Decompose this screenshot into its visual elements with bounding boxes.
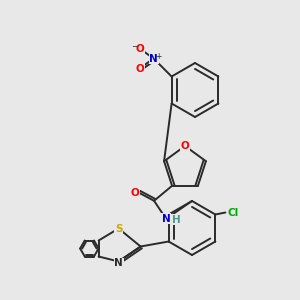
Text: O: O <box>135 44 144 53</box>
Text: O: O <box>181 141 189 151</box>
Text: N: N <box>162 214 170 224</box>
Text: N: N <box>149 53 158 64</box>
Text: H: H <box>172 215 180 225</box>
Text: O: O <box>135 64 144 74</box>
Text: N: N <box>114 259 123 269</box>
Text: +: + <box>155 52 162 61</box>
Text: −: − <box>131 42 138 51</box>
Text: O: O <box>131 188 140 198</box>
Text: S: S <box>115 224 122 233</box>
Text: Cl: Cl <box>228 208 239 218</box>
